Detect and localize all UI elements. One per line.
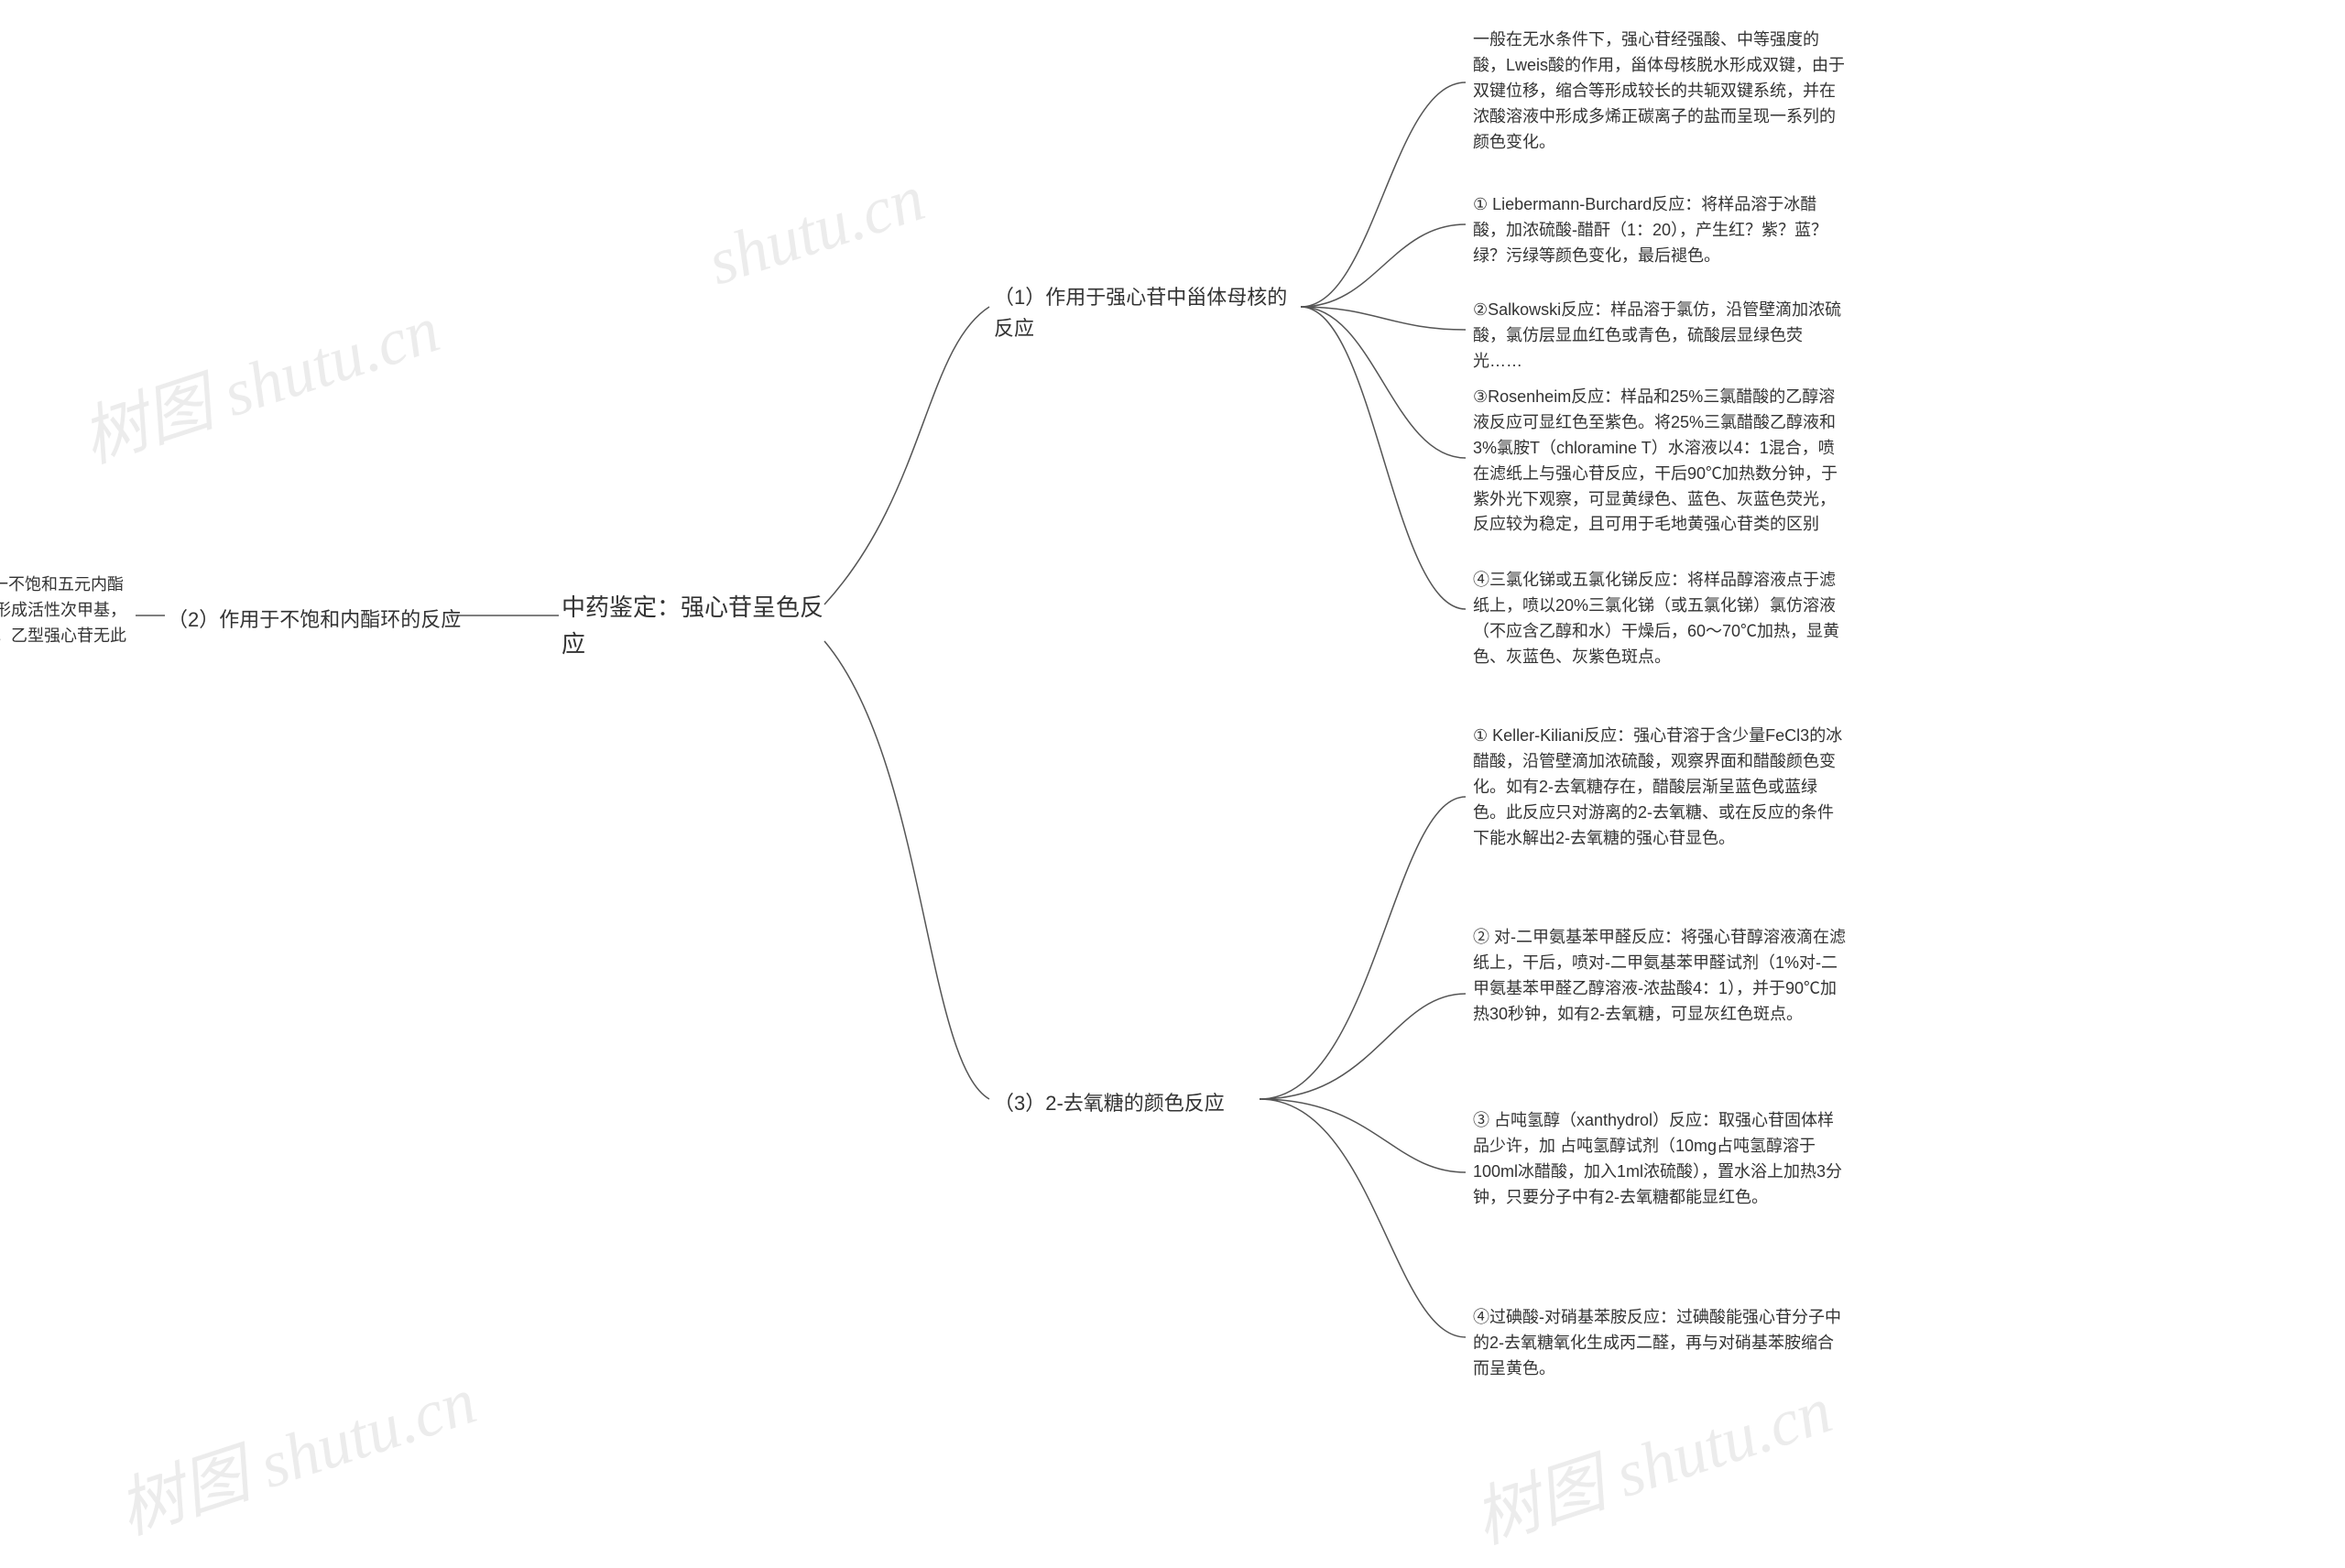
leaf-r2-1: ② 对-二甲氨基苯甲醛反应：将强心苷醇溶液滴在滤纸上，干后，喷对-二甲氨基苯甲醛… (1473, 925, 1849, 1028)
leaf-r1-3: ③Rosenheim反应：样品和25%三氯醋酸的乙醇溶液反应可显红色至紫色。将2… (1473, 385, 1849, 538)
branch-left: （2）作用于不饱和内酯环的反应 (168, 604, 461, 636)
branch-r1: （1）作用于强心苷中甾体母核的 反应 (994, 282, 1305, 344)
leaf-r1-2: ②Salkowski反应：样品溶于氯仿，沿管壁滴加浓硫酸，氯仿层显血红色或青色，… (1473, 298, 1849, 375)
watermark: 树图 shutu.cn (104, 1346, 486, 1552)
mindmap-center: 中药鉴定：强心苷呈色反 应 (562, 589, 827, 663)
leaf-r1-4: ④三氯化锑或五氯化锑反应：将样品醇溶液点于滤纸上，喷以20%三氯化锑（或五氯化锑… (1473, 568, 1849, 670)
leaf-r1-1: ① Liebermann-Burchard反应：将样品溶于冰醋酸，加浓硫酸-醋酐… (1473, 192, 1849, 269)
leaf-left: 甲型强心苷类由于C17侧链上有一不饱和五元内酯环，在碱性溶液中，双键转位能形成活… (0, 572, 130, 675)
leaf-r2-0: ① Keller-Kiliani反应：强心苷溶于含少量FeCl3的冰醋酸，沿管壁… (1473, 724, 1849, 851)
leaf-r2-3: ④过碘酸-对硝基苯胺反应：过碘酸能强心苷分子中的2-去氧糖氧化生成丙二醛，再与对… (1473, 1305, 1849, 1382)
leaf-r1-0: 一般在无水条件下，强心苷经强酸、中等强度的酸，Lweis酸的作用，甾体母核脱水形… (1473, 27, 1849, 155)
leaf-r2-2: ③ 占吨氢醇（xanthydrol）反应：取强心苷固体样品少许，加 占吨氢醇试剂… (1473, 1108, 1849, 1211)
watermark: 树图 shutu.cn (1460, 1356, 1842, 1562)
branch-r1-line1: （1）作用于强心苷中甾体母核的 (994, 286, 1287, 309)
center-line2: 应 (562, 630, 585, 658)
center-line1: 中药鉴定：强心苷呈色反 (562, 593, 823, 621)
watermark: 树图 shutu.cn (68, 275, 450, 481)
branch-r1-line2: 反应 (994, 317, 1034, 340)
branch-r2: （3）2-去氧糖的颜色反应 (994, 1088, 1225, 1119)
mindmap-connectors (0, 0, 2345, 1568)
watermark: shutu.cn (699, 160, 933, 301)
